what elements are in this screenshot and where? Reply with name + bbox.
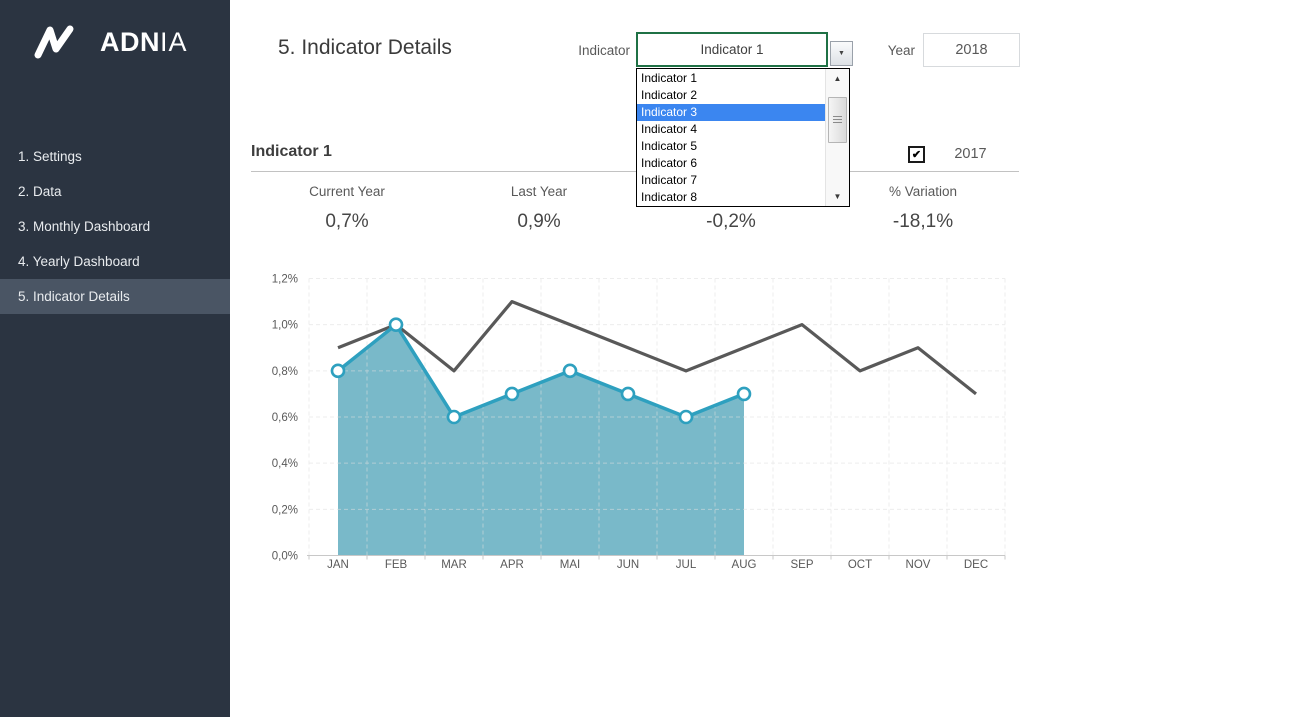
svg-text:AUG: AUG <box>732 559 757 570</box>
svg-text:JUL: JUL <box>676 559 697 570</box>
svg-text:0,0%: 0,0% <box>272 551 298 563</box>
y-axis-labels: 0,0% 0,2% 0,4% 0,6% 0,8% 1,0% 1,2% <box>272 274 298 563</box>
sidebar-item-indicator-details[interactable]: 5. Indicator Details <box>0 279 230 314</box>
svg-text:JAN: JAN <box>327 559 349 570</box>
current-year-line <box>336 322 745 419</box>
svg-text:1,0%: 1,0% <box>272 320 298 332</box>
scrollbar-thumb[interactable] <box>828 97 847 143</box>
dropdown-option-6[interactable]: Indicator 6 <box>641 156 698 170</box>
dropdown-option-1[interactable]: Indicator 1 <box>641 71 698 85</box>
compare-year-checkbox[interactable]: ✔ <box>908 146 925 163</box>
stat-variation: -0,2% <box>635 184 827 233</box>
year-field[interactable]: 2018 <box>923 33 1020 67</box>
data-point-markers <box>330 317 752 425</box>
dropdown-option-4[interactable]: Indicator 4 <box>641 122 698 136</box>
stat-value: 0,9% <box>517 211 561 232</box>
scroll-down-button[interactable]: ▼ <box>826 187 849 206</box>
year-value: 2018 <box>955 42 988 58</box>
scroll-up-button[interactable]: ▲ <box>826 69 849 88</box>
sidebar-item-monthly-dashboard[interactable]: 3. Monthly Dashboard <box>18 219 151 234</box>
indicator-label: Indicator <box>578 43 630 58</box>
svg-text:1,2%: 1,2% <box>272 274 298 286</box>
checkmark-icon: ✔ <box>911 149 922 161</box>
chevron-down-icon: ▼ <box>838 50 845 57</box>
page-title: 5. Indicator Details <box>278 36 452 59</box>
svg-text:0,4%: 0,4% <box>272 458 298 470</box>
svg-text:SEP: SEP <box>790 559 813 570</box>
scroll-up-icon: ▲ <box>833 74 842 83</box>
x-axis-labels: JAN FEB MAR APR MAI JUN JUL AUG SEP OCT NOV DEC <box>327 559 988 570</box>
svg-text:0,8%: 0,8% <box>272 366 298 378</box>
stats-row: Current Year 0,7% Last Year 0,9% -0,2% %… <box>251 184 1019 233</box>
dropdown-scrollbar[interactable]: ▲ ▼ <box>825 69 849 206</box>
svg-text:0,6%: 0,6% <box>272 412 298 424</box>
section-title: Indicator 1 <box>251 143 332 160</box>
dropdown-option-2[interactable]: Indicator 2 <box>641 88 698 102</box>
svg-text:FEB: FEB <box>385 559 408 570</box>
dropdown-option-7[interactable]: Indicator 7 <box>641 173 698 187</box>
svg-text:APR: APR <box>500 559 524 570</box>
stat-value: -18,1% <box>892 211 954 232</box>
sidebar-item-data[interactable]: 2. Data <box>18 184 62 199</box>
scroll-down-icon: ▼ <box>833 192 842 201</box>
stat-value: -0,2% <box>706 211 756 232</box>
dropdown-options: Indicator 1 Indicator 2 Indicator 3 Indicat… <box>637 69 825 206</box>
adnia-logo: ADNIA <box>33 24 188 60</box>
sidebar: ADNIA 1. Settings 2. Data 3. Monthly Das… <box>0 0 230 717</box>
x-axis <box>307 555 1006 560</box>
svg-text:JUN: JUN <box>617 559 639 570</box>
dropdown-option-8[interactable]: Indicator 8 <box>641 190 698 204</box>
svg-text:MAI: MAI <box>560 559 580 570</box>
svg-text:NOV: NOV <box>906 559 931 570</box>
indicator-select-value: Indicator 1 <box>700 42 764 57</box>
sidebar-item-yearly-dashboard[interactable]: 4. Yearly Dashboard <box>18 254 140 269</box>
adnia-logo-icon <box>33 24 89 60</box>
indicator-dropdown-list: Indicator 1 Indicator 2 Indicator 3 Indicat… <box>636 68 850 207</box>
sidebar-nav: 1. Settings 2. Data 3. Monthly Dashboard… <box>0 139 230 314</box>
dropdown-option-5[interactable]: Indicator 5 <box>641 139 698 153</box>
stat-label: Current Year <box>309 184 385 199</box>
stat-label: % Variation <box>888 184 958 199</box>
stat-last-year: Last Year 0,9% <box>443 184 635 233</box>
last-year-line <box>337 299 977 396</box>
scrollbar-grip-icon <box>833 116 842 124</box>
sidebar-item-settings[interactable]: 1. Settings <box>18 149 82 164</box>
svg-text:DEC: DEC <box>964 559 988 570</box>
dropdown-option-3[interactable]: Indicator 3 <box>637 104 825 121</box>
stat-value: 0,7% <box>325 211 369 232</box>
indicator-select-arrow-button[interactable]: ▼ <box>830 41 853 66</box>
stat-current-year: Current Year 0,7% <box>251 184 443 233</box>
indicator-select[interactable]: Indicator 1 <box>636 32 828 67</box>
svg-text:MAR: MAR <box>441 559 467 570</box>
brand-text: ADNIA <box>100 26 188 57</box>
year-label: Year <box>887 43 915 58</box>
stat-percent-variation: % Variation -18,1% <box>827 184 1019 233</box>
svg-text:OCT: OCT <box>848 559 872 570</box>
indicator-chart: 0,0% 0,2% 0,4% 0,6% 0,8% 1,0% 1,2% JAN FEB MAR APR… <box>260 270 1020 570</box>
stat-label: Last Year <box>510 184 568 199</box>
svg-text:0,2%: 0,2% <box>272 504 298 516</box>
section-divider <box>251 171 1019 172</box>
compare-year-label: 2017 <box>954 146 987 162</box>
